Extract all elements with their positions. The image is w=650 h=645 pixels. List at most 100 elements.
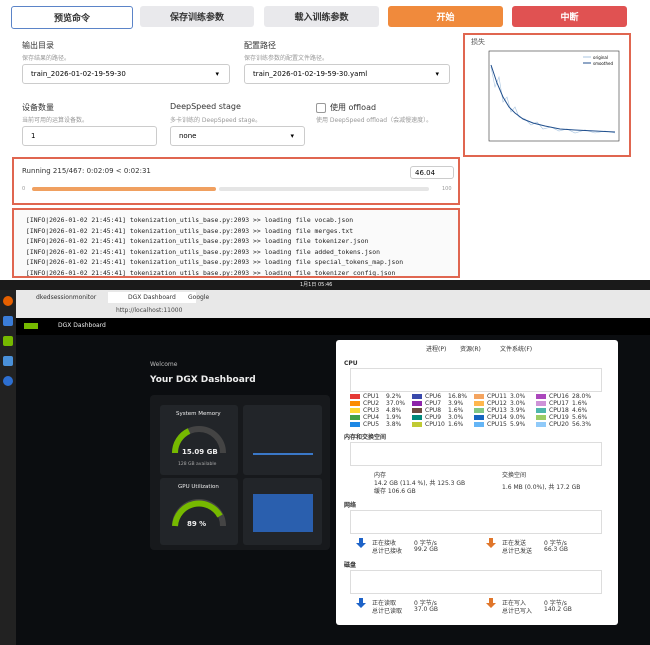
number-box: 46.04 bbox=[410, 166, 454, 179]
cpu-value: 1.6% bbox=[448, 421, 464, 428]
cpu-swatch bbox=[350, 394, 360, 399]
dock bbox=[0, 290, 16, 645]
icon[interactable] bbox=[3, 376, 13, 386]
stat: 总计已写入 bbox=[502, 608, 533, 615]
cpu-swatch bbox=[412, 408, 422, 413]
progress-track bbox=[219, 187, 429, 191]
cpu-value: 4.8% bbox=[386, 407, 402, 414]
cpu-swatch bbox=[412, 401, 422, 406]
loss-plot: original smoothed bbox=[488, 50, 620, 142]
hint: 保存训练参数的配置文件路径。 bbox=[244, 55, 329, 62]
stat: 正在读取 bbox=[372, 600, 397, 607]
cpu-name: CPU16 bbox=[549, 393, 569, 400]
cpu-name: CPU2 bbox=[363, 400, 380, 407]
cpu-name: CPU7 bbox=[425, 400, 442, 407]
cpu-name: CPU4 bbox=[363, 414, 380, 421]
cpu-value: 9.2% bbox=[386, 393, 402, 400]
icon[interactable] bbox=[3, 316, 13, 326]
network-graph bbox=[350, 510, 602, 534]
select[interactable]: none ▾ bbox=[170, 126, 305, 146]
stat: 37.0 GB bbox=[414, 606, 439, 613]
tab[interactable]: 文件系统(F) bbox=[500, 346, 533, 353]
select[interactable]: train_2026-01-02-19-59-30 ▾ bbox=[22, 64, 230, 84]
legend-entry: smoothed bbox=[593, 61, 613, 66]
cpu-swatch bbox=[536, 408, 546, 413]
value: train_2026-01-02-19-59-30 bbox=[31, 70, 126, 78]
button[interactable]: 预览命令 bbox=[11, 6, 133, 29]
loss-smoothed bbox=[490, 64, 616, 133]
log-line: [INFO|2026-01-02 21:45:41] tokenization_… bbox=[26, 258, 404, 267]
min: 0 bbox=[22, 186, 26, 192]
cpu-name: CPU8 bbox=[425, 407, 442, 414]
browser-chrome: dkedsessionmonitor DGX Dashboard Google … bbox=[16, 290, 650, 318]
tab[interactable]: 资源(R) bbox=[460, 346, 481, 353]
cpu-value: 3.0% bbox=[448, 414, 464, 421]
arrow-icon bbox=[486, 538, 496, 548]
cpu-swatch bbox=[350, 415, 360, 420]
progress-panel: Running 215/467: 0:02:09 < 0:02:31 46.04… bbox=[12, 157, 460, 205]
log-line: [INFO|2026-01-02 21:45:41] tokenization_… bbox=[26, 226, 354, 235]
system-monitor: 进程(P) 资源(R) 文件系统(F) CPU CPU1 9.2% CPU2 37.0… bbox=[336, 340, 618, 625]
label: 损失 bbox=[471, 38, 485, 46]
stat: 正在发送 bbox=[502, 540, 527, 547]
icon[interactable] bbox=[3, 356, 13, 366]
cpu-name: CPU18 bbox=[549, 407, 569, 414]
tab[interactable]: DGX Dashboard bbox=[108, 292, 196, 303]
stat: 总计已接收 bbox=[372, 548, 403, 555]
button[interactable]: 中断 bbox=[512, 6, 627, 27]
section-title: CPU bbox=[344, 360, 358, 367]
cpu-name: CPU20 bbox=[549, 421, 569, 428]
cpu-name: CPU11 bbox=[487, 393, 507, 400]
tab[interactable]: Google bbox=[188, 294, 210, 301]
cpu-value: 3.0% bbox=[510, 393, 526, 400]
cpu-swatch bbox=[536, 401, 546, 406]
card-value: 15.09 GB bbox=[182, 448, 218, 456]
hint: 多卡训练的 DeepSpeed stage。 bbox=[170, 117, 262, 124]
log-line: [INFO|2026-01-02 21:45:41] tokenization_… bbox=[26, 237, 369, 246]
cpu-name: CPU5 bbox=[363, 421, 380, 428]
tab[interactable]: 进程(P) bbox=[426, 346, 447, 353]
value: 1 bbox=[31, 132, 36, 140]
memory-card: System Memory 15.09 GB 128 GB available bbox=[160, 405, 238, 475]
cpu-name: CPU19 bbox=[549, 414, 569, 421]
stat: 正在写入 bbox=[502, 600, 527, 607]
cpu-value: 37.0% bbox=[386, 400, 406, 407]
button[interactable]: 开始 bbox=[388, 6, 503, 27]
cpu-swatch bbox=[536, 422, 546, 427]
label: 输出目录 bbox=[22, 41, 54, 50]
progress-bar bbox=[32, 187, 216, 191]
arrow-icon bbox=[356, 598, 366, 608]
cpu-value: 5.6% bbox=[572, 414, 588, 421]
memory-graph bbox=[243, 405, 322, 475]
stat: 0 字节/s bbox=[544, 600, 567, 607]
progress-text: Running 215/467: 0:02:09 < 0:02:31 bbox=[22, 167, 151, 175]
cpu-value: 56.3% bbox=[572, 421, 592, 428]
tab[interactable]: dkedsessionmonitor bbox=[36, 294, 97, 301]
stat: 0 字节/s bbox=[414, 600, 437, 607]
button[interactable]: 载入训练参数 bbox=[264, 6, 379, 27]
input[interactable]: 1 bbox=[22, 126, 157, 146]
logo bbox=[24, 323, 38, 329]
checkbox[interactable] bbox=[316, 103, 326, 113]
label: 交换空间 bbox=[502, 472, 527, 479]
gauge bbox=[172, 499, 226, 527]
button[interactable]: 保存训练参数 bbox=[140, 6, 254, 27]
log-line: [INFO|2026-01-02 21:45:41] tokenization_… bbox=[26, 247, 380, 256]
section-title: 磁盘 bbox=[344, 562, 357, 569]
stat: 正在接收 bbox=[372, 540, 397, 547]
card-value: 89 % bbox=[187, 520, 207, 528]
cpu-value: 9.0% bbox=[510, 414, 526, 421]
icon[interactable] bbox=[3, 336, 13, 346]
stat: 0 字节/s bbox=[414, 540, 437, 547]
stat: 总计已读取 bbox=[372, 608, 403, 615]
max: 100 bbox=[442, 186, 452, 192]
icon[interactable] bbox=[3, 296, 13, 306]
card-title: GPU Utilization bbox=[178, 484, 219, 490]
url[interactable]: http://localhost:11000 bbox=[116, 307, 183, 314]
select[interactable]: train_2026-01-02-19-59-30.yaml ▾ bbox=[244, 64, 450, 84]
log-panel: [INFO|2026-01-02 21:45:41] tokenization_… bbox=[12, 208, 460, 278]
stat: 66.3 GB bbox=[544, 546, 569, 553]
cpu-swatch bbox=[412, 422, 422, 427]
